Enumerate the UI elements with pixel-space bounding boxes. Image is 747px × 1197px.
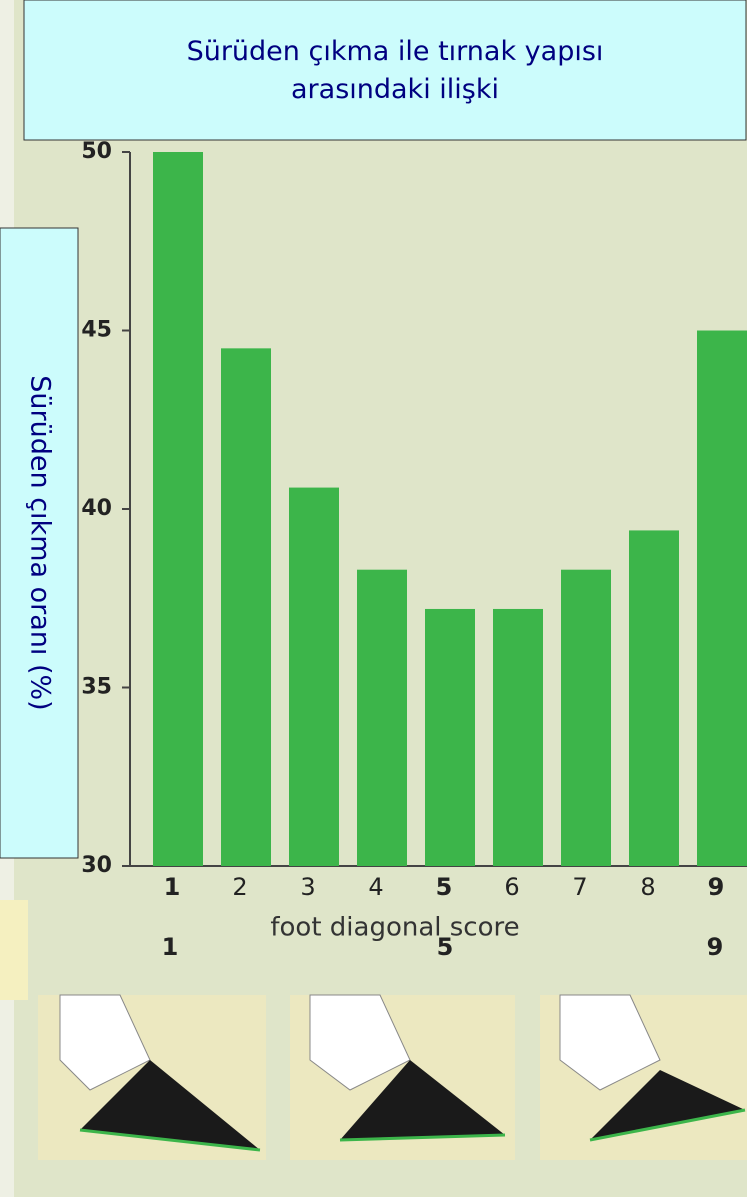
y-tick-label: 35	[81, 675, 112, 700]
diagonal	[589, 1108, 746, 1142]
x-tick-label: 3	[300, 873, 315, 901]
title-box	[23, 0, 747, 141]
bar	[357, 569, 407, 866]
bar	[629, 530, 679, 866]
hoof	[590, 1070, 745, 1140]
left-accent	[0, 900, 28, 1000]
image-label: 9	[707, 933, 724, 961]
y-label-box	[0, 227, 79, 859]
diagonal	[339, 1133, 506, 1142]
leg	[309, 994, 411, 1091]
bar	[221, 348, 271, 867]
x-tick-label: 1	[164, 873, 181, 901]
leg	[59, 994, 151, 1091]
x-tick-label: 9	[708, 873, 725, 901]
y-tick-label: 30	[81, 853, 112, 878]
x-tick-label: 2	[232, 873, 247, 901]
x-tick-label: 6	[504, 873, 519, 901]
bar	[561, 569, 611, 866]
bar	[697, 330, 747, 866]
x-tick-label: 5	[436, 873, 453, 901]
hoof	[80, 1060, 260, 1150]
y-tick-label: 45	[81, 318, 112, 343]
bar	[493, 608, 543, 866]
leg	[559, 994, 661, 1091]
bar	[153, 152, 203, 866]
chart-title: Sürüden çıkma ile tırnak yapısı arasındak…	[187, 36, 604, 105]
x-tick-label: 7	[572, 873, 587, 901]
bar	[425, 608, 475, 866]
image-label: 5	[437, 933, 454, 961]
y-tick-label: 40	[81, 496, 112, 521]
diagonal	[79, 1128, 261, 1152]
photos	[38, 994, 747, 1160]
y-tick-label: 50	[81, 139, 112, 164]
x-tick-label: 4	[368, 873, 383, 901]
hoof	[340, 1060, 505, 1140]
image-label: 1	[162, 933, 179, 961]
y-axis-label: Sürüden çıkma oranı (%)	[25, 375, 56, 710]
x-axis-label: foot diagonal score	[270, 913, 519, 943]
x-tick-label: 8	[640, 873, 655, 901]
bar	[289, 487, 339, 866]
